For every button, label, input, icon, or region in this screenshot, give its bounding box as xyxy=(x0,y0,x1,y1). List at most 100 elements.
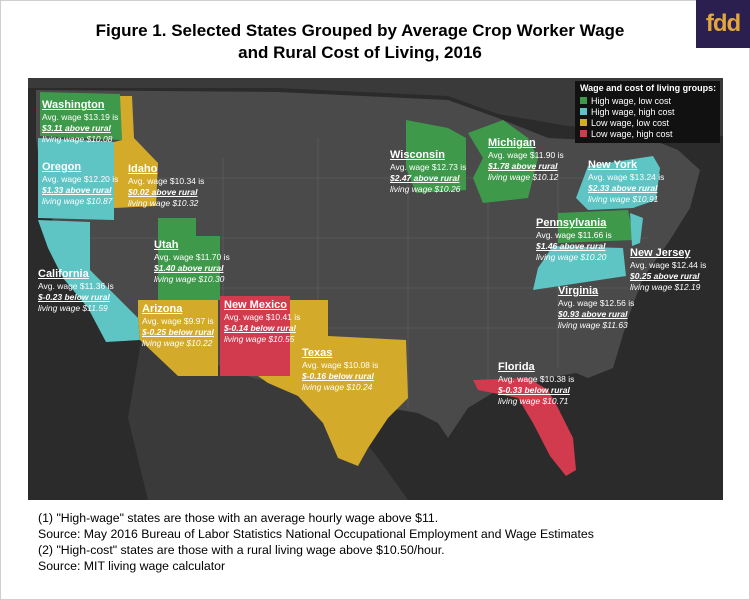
wage-diff: $1.78 above rural xyxy=(488,161,558,171)
texas-shape xyxy=(258,300,408,466)
avg-wage: Avg. wage $13.19 is xyxy=(42,112,119,122)
label-florida: Florida Avg. wage $10.38 is $-0.33 below… xyxy=(498,360,574,407)
label-wisconsin: Wisconsin Avg. wage $12.73 is $2.47 abov… xyxy=(390,148,466,195)
label-california: California Avg. wage $11.36 is $-0.23 be… xyxy=(38,267,114,314)
living-wage: living wage $10.91 xyxy=(588,194,659,204)
new-mexico-shape xyxy=(220,296,290,376)
legend-item: Low wage, low cost xyxy=(580,117,715,128)
label-new-york: New York Avg. wage $13.24 is $2.33 above… xyxy=(588,158,664,205)
legend-title: Wage and cost of living groups: xyxy=(580,83,717,93)
source-1: Source: May 2016 Bureau of Labor Statist… xyxy=(38,527,594,541)
avg-wage: Avg. wage $10.38 is xyxy=(498,374,575,384)
living-wage: living wage $10.08 xyxy=(42,134,113,144)
state-borders xyxy=(88,138,648,408)
map-svg xyxy=(28,78,723,500)
avg-wage: Avg. wage $12.73 is xyxy=(390,162,467,172)
wage-diff: $1.33 above rural xyxy=(42,185,112,195)
avg-wage: Avg. wage $11.90 is xyxy=(488,150,564,160)
living-wage: living wage $10.12 xyxy=(488,172,559,182)
us-map: Wage and cost of living groups: High wag… xyxy=(28,78,723,500)
label-new-mexico: New Mexico Avg. wage $10.41 is $-0.14 be… xyxy=(224,298,300,345)
label-virginia: Virginia Avg. wage $12.56 is $0.93 above… xyxy=(558,284,634,331)
wage-diff: $1.40 above rural xyxy=(154,263,224,273)
legend-swatch-low-wage-low-cost xyxy=(580,119,587,126)
label-utah: Utah Avg. wage $11.70 is $1.40 above rur… xyxy=(154,238,230,285)
state-name: Arizona xyxy=(142,303,183,315)
legend-item: High wage, high cost xyxy=(580,106,715,117)
living-wage: living wage $10.32 xyxy=(128,198,199,208)
living-wage: living wage $10.22 xyxy=(142,338,213,348)
figure-notes: (1) "High-wage" states are those with an… xyxy=(38,510,728,574)
pennsylvania-shape xyxy=(558,210,634,243)
canada-landmass xyxy=(28,78,723,138)
note-2: (2) "High-cost" states are those with a … xyxy=(38,543,445,557)
michigan-shape xyxy=(468,120,538,203)
state-name: Idaho xyxy=(128,163,158,175)
avg-wage: Avg. wage $10.41 is xyxy=(224,312,301,322)
state-name: New York xyxy=(588,159,638,171)
new-jersey-shape xyxy=(630,213,643,246)
utah-shape xyxy=(158,218,220,300)
wage-diff: $0.93 above rural xyxy=(558,309,628,319)
state-name: Florida xyxy=(498,361,535,373)
arizona-shape xyxy=(138,300,218,376)
virginia-shape xyxy=(533,246,626,290)
washington-shape xyxy=(40,92,122,140)
avg-wage: Avg. wage $10.34 is xyxy=(128,176,205,186)
state-name: Utah xyxy=(154,239,179,251)
living-wage: living wage $10.20 xyxy=(536,252,607,262)
state-name: New Mexico xyxy=(224,299,287,311)
legend-label: Low wage, low cost xyxy=(591,117,670,128)
oregon-shape xyxy=(38,138,114,220)
wage-diff: $2.33 above rural xyxy=(588,183,658,193)
avg-wage: Avg. wage $10.08 is xyxy=(302,360,379,370)
title-line-1: Figure 1. Selected States Grouped by Ave… xyxy=(95,21,625,40)
label-pennsylvania: Pennsylvania Avg. wage $11.66 is $1.46 a… xyxy=(536,216,612,263)
title-line-2: and Rural Cost of Living, 2016 xyxy=(238,43,482,62)
state-name: Texas xyxy=(302,347,333,359)
label-michigan: Michigan Avg. wage $11.90 is $1.78 above… xyxy=(488,136,564,183)
state-name: New Jersey xyxy=(630,247,691,259)
wage-diff: $2.47 above rural xyxy=(390,173,460,183)
avg-wage: Avg. wage $11.70 is xyxy=(154,252,230,262)
note-1: (1) "High-wage" states are those with an… xyxy=(38,511,439,525)
state-name: California xyxy=(38,268,89,280)
state-name: Pennsylvania xyxy=(536,217,607,229)
wage-diff: $-0.33 below rural xyxy=(498,385,570,395)
state-name: Virginia xyxy=(558,285,599,297)
legend-item: High wage, low cost xyxy=(580,95,715,106)
idaho-shape xyxy=(114,96,158,208)
wage-diff: $0.02 above rural xyxy=(128,187,198,197)
label-washington: Washington Avg. wage $13.19 is $3.11 abo… xyxy=(42,98,118,145)
california-shape xyxy=(38,220,140,342)
avg-wage: Avg. wage $12.20 is xyxy=(42,174,119,184)
legend-label: High wage, low cost xyxy=(591,95,672,106)
state-name: Wisconsin xyxy=(390,149,445,161)
living-wage: living wage $11.63 xyxy=(558,320,628,330)
living-wage: living wage $10.30 xyxy=(154,274,225,284)
florida-shape xyxy=(473,378,576,476)
label-arizona: Arizona Avg. wage $9.97 is $-0.25 below … xyxy=(142,302,214,349)
fdd-logo: fdd xyxy=(696,0,750,48)
state-name: Oregon xyxy=(42,161,82,173)
label-texas: Texas Avg. wage $10.08 is $-0.16 below r… xyxy=(302,346,378,393)
gulf-water xyxy=(388,390,523,500)
legend-label: High wage, high cost xyxy=(591,106,675,117)
label-idaho: Idaho Avg. wage $10.34 is $0.02 above ru… xyxy=(128,162,204,209)
living-wage: living wage $10.26 xyxy=(390,184,461,194)
label-new-jersey: New Jersey Avg. wage $12.44 is $0.25 abo… xyxy=(630,246,706,293)
wage-diff: $-0.14 below rural xyxy=(224,323,296,333)
living-wage: living wage $10.71 xyxy=(498,396,569,406)
label-oregon: Oregon Avg. wage $12.20 is $1.33 above r… xyxy=(42,160,118,207)
wage-diff: $1.46 above rural xyxy=(536,241,606,251)
wage-diff: $-0.23 below rural xyxy=(38,292,110,302)
living-wage: living wage $10.24 xyxy=(302,382,373,392)
figure-title: Figure 1. Selected States Grouped by Ave… xyxy=(40,20,680,64)
map-legend: Wage and cost of living groups: High wag… xyxy=(575,81,720,143)
wage-diff: $0.25 above rural xyxy=(630,271,700,281)
legend-item: Low wage, high cost xyxy=(580,128,715,139)
avg-wage: Avg. wage $11.66 is xyxy=(536,230,612,240)
living-wage: living wage $10.87 xyxy=(42,196,113,206)
living-wage: living wage $11.59 xyxy=(38,303,108,313)
state-name: Washington xyxy=(42,99,105,111)
